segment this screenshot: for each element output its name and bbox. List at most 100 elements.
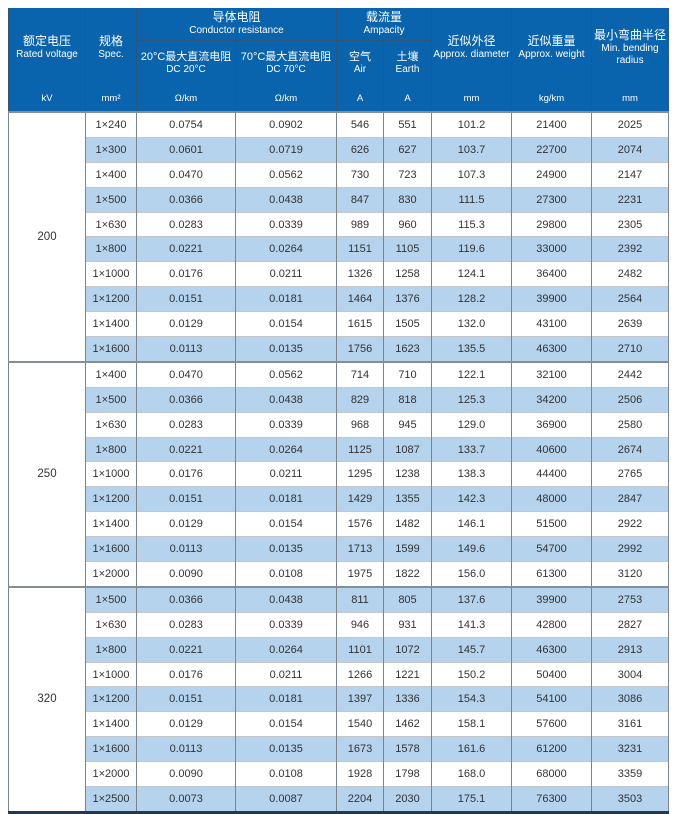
cell: 0.0090 — [136, 561, 236, 587]
cell: 0.0154 — [235, 711, 337, 737]
cell: 1087 — [383, 436, 432, 462]
cell: 1429 — [336, 486, 384, 512]
col-header-earth-zh: 土壤 — [396, 51, 419, 64]
table-row: 1×1200 0.0151 0.0181 1429 1355 142.3 48000 2847 — [9, 486, 669, 512]
cell: 48000 — [511, 486, 592, 512]
cell: 2231 — [591, 186, 669, 213]
cell: 1×1200 — [85, 286, 137, 312]
cell: 175.1 — [431, 786, 512, 813]
col-header-dc20-en: DC 20°C — [166, 64, 206, 76]
cell: 137.6 — [431, 585, 512, 613]
table-row: 1×1400 0.0129 0.0154 1576 1482 146.1 51500 2922 — [9, 511, 669, 537]
cell: 0.0719 — [235, 136, 337, 163]
col-header-air-zh: 空气 — [349, 51, 371, 64]
cell: 149.6 — [431, 536, 512, 562]
cell: 1×500 — [85, 186, 137, 213]
cell: 0.0129 — [136, 311, 236, 337]
cell: 2765 — [591, 461, 669, 487]
table-header: 额定电压 Rated voltage 规格 Spec. 导体电阻 Conduct… — [8, 8, 669, 112]
unit-bending: mm — [591, 86, 669, 112]
cell: 146.1 — [431, 511, 512, 537]
cell: 39900 — [511, 585, 592, 613]
table-row: 1×1600 0.0113 0.0135 1713 1599 149.6 54700 2992 — [9, 536, 669, 562]
cell: 627 — [383, 136, 432, 163]
table-row: 320 1×500 0.0366 0.0438 811 805 137.6 39900 2753 — [8, 585, 669, 813]
cell: 0.0073 — [136, 786, 236, 813]
cell: 46300 — [511, 336, 592, 362]
col-group-ampacity-zh: 载流量 — [365, 10, 402, 25]
cell: 54100 — [511, 686, 592, 712]
col-header-air: 空气 Air — [336, 40, 384, 86]
cell: 805 — [383, 585, 432, 613]
cell: 101.2 — [431, 110, 512, 138]
col-header-bending-zh: 最小弯曲半径 — [593, 27, 666, 42]
col-header-air-en: Air — [353, 64, 367, 76]
col-header-weight-en: Approx. weight — [518, 48, 585, 60]
table-row: 1×630 0.0283 0.0339 968 945 129.0 36900 2580 — [9, 411, 669, 438]
header-row-units: kV mm² Ω/km Ω/km A A mm kg/km mm — [8, 86, 669, 112]
cell: 3231 — [591, 736, 669, 762]
cell: 1975 — [336, 561, 384, 587]
cell: 0.0129 — [136, 511, 236, 537]
cell: 50400 — [511, 661, 592, 687]
cell: 2030 — [383, 786, 432, 813]
cell: 1×500 — [85, 386, 137, 413]
cell: 1482 — [383, 511, 432, 537]
cell: 2564 — [591, 286, 669, 312]
cell: 133.7 — [431, 436, 512, 462]
unit-dc70: Ω/km — [235, 86, 337, 112]
col-header-dc20: 20°C最大直流电阻 DC 20°C — [136, 40, 236, 86]
table-row: 1×1000 0.0176 0.0211 1295 1238 138.3 44400 2765 — [9, 461, 669, 487]
cell: 27300 — [511, 186, 592, 213]
cell: 0.0176 — [136, 661, 236, 687]
cell: 546 — [336, 110, 384, 138]
cell: 0.0754 — [136, 110, 236, 138]
cell: 21400 — [511, 110, 592, 138]
cell: 0.0366 — [136, 186, 236, 213]
cell: 0.0438 — [235, 585, 337, 613]
cell: 0.0438 — [235, 186, 337, 213]
cell: 42800 — [511, 611, 592, 638]
cell: 161.6 — [431, 736, 512, 762]
table-row: 1×500 0.0366 0.0438 847 830 111.5 27300 2231 — [9, 186, 669, 213]
cell: 0.0108 — [235, 561, 337, 587]
table-row: 1×1400 0.0129 0.0154 1540 1462 158.1 57600 3161 — [9, 711, 669, 737]
cell: 1×800 — [85, 436, 137, 462]
cell: 1×400 — [85, 360, 137, 388]
cell: 1×2000 — [85, 761, 137, 787]
col-header-earth-en: Earth — [395, 64, 420, 76]
cell: 0.0902 — [235, 110, 337, 138]
cell: 61200 — [511, 736, 592, 762]
cell: 129.0 — [431, 411, 512, 438]
cell: 2847 — [591, 486, 669, 512]
cell: 0.0181 — [235, 286, 337, 312]
table-row: 1×630 0.0283 0.0339 946 931 141.3 42800 2827 — [9, 611, 669, 638]
unit-earth: A — [383, 86, 432, 112]
cell: 2147 — [591, 161, 669, 188]
cell: 61300 — [511, 561, 592, 587]
cell: 2753 — [591, 585, 669, 613]
cell: 1×1200 — [85, 486, 137, 512]
cell: 128.2 — [431, 286, 512, 312]
cell: 68000 — [511, 761, 592, 787]
cell: 1×300 — [85, 136, 137, 163]
col-header-diameter-en: Approx. diameter — [433, 48, 510, 60]
cell: 2442 — [591, 360, 669, 388]
cell: 847 — [336, 186, 384, 213]
cell: 710 — [383, 360, 432, 388]
cell: 3161 — [591, 711, 669, 737]
cell: 2913 — [591, 636, 669, 663]
cell: 1×500 — [85, 585, 137, 613]
cell: 46300 — [511, 636, 592, 663]
cell: 1221 — [383, 661, 432, 687]
cell: 945 — [383, 411, 432, 438]
unit-voltage: kV — [8, 86, 86, 112]
cell: 2639 — [591, 311, 669, 337]
col-header-spec-zh: 规格 — [98, 33, 123, 48]
cell: 830 — [383, 186, 432, 213]
unit-weight: kg/km — [511, 86, 592, 112]
col-header-bending: 最小弯曲半径 Min. bending radius — [591, 8, 669, 86]
cell: 0.0470 — [136, 360, 236, 388]
cell: 2992 — [591, 536, 669, 562]
table-row: 1×800 0.0221 0.0264 1125 1087 133.7 40600 2674 — [9, 436, 669, 462]
